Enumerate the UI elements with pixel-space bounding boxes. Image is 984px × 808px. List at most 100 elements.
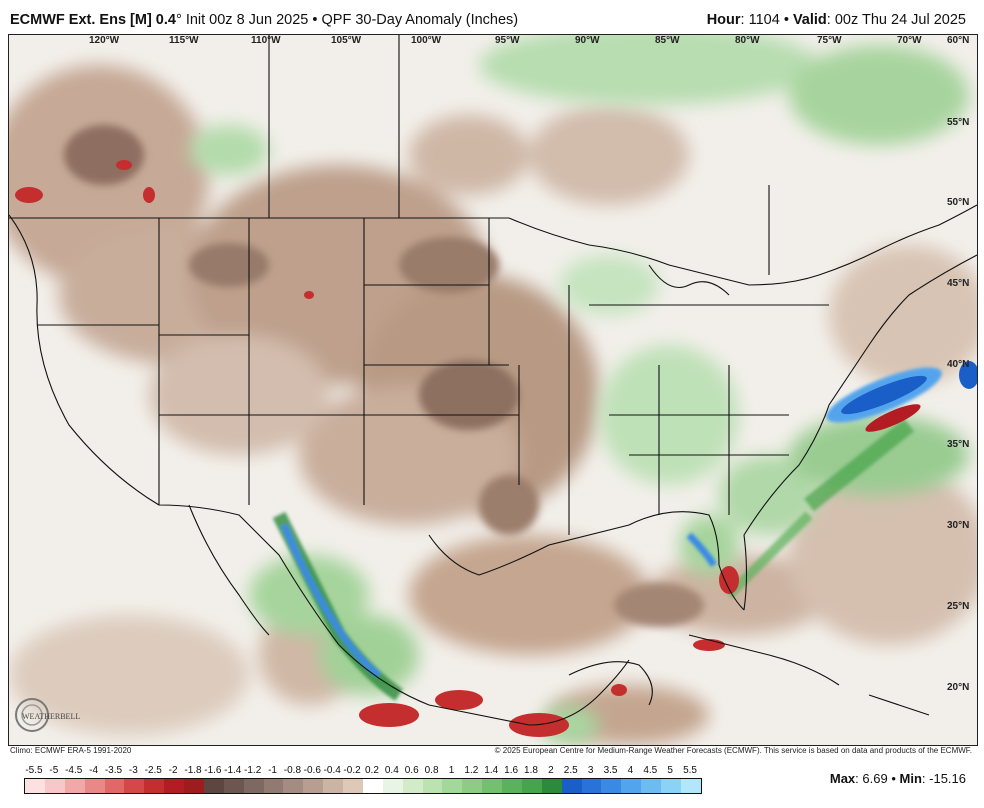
valid-value: : 00z Thu 24 Jul 2025 [826, 12, 966, 28]
colorbar-tick-label: -3 [128, 765, 138, 776]
colorbar-cell [641, 779, 661, 793]
coastlines-and-borders [9, 35, 977, 726]
colorbar-tick-label: 1.2 [464, 765, 479, 776]
colorbar-tick-label: -1.8 [184, 765, 202, 776]
colorbar-cell [422, 779, 443, 793]
title-separator: • [312, 12, 318, 28]
colorbar-cell [601, 779, 622, 793]
colorbar-cell [44, 779, 65, 793]
colorbar-tick-label: -5.5 [25, 765, 43, 776]
lon-label-75w: 75°W [817, 35, 842, 46]
lon-label-100w: 100°W [411, 35, 442, 46]
min-label: Min [899, 771, 922, 786]
colorbar-cell [124, 779, 145, 793]
max-label: Max [829, 771, 856, 786]
colorbar-tick-label: -4.5 [65, 765, 83, 776]
stats-separator: • [891, 771, 896, 786]
colorbar-tick-label: 4 [627, 765, 634, 776]
colorbar-tick-label: -0.6 [303, 765, 321, 776]
lon-label-80w: 80°W [735, 35, 760, 46]
colorbar-tick-label: 3.5 [603, 765, 618, 776]
lon-label-115w: 115°W [169, 35, 199, 46]
valid-label: Valid [792, 12, 827, 28]
colorbar-cell [25, 779, 45, 793]
max-min-stats: Max: 6.69 • Min: -15.16 [830, 771, 966, 786]
colorbar-tick-label: -5 [49, 765, 59, 776]
colorbar-cell [661, 779, 681, 793]
map-title: ECMWF Ext. Ens [M] 0.4° Init 00z 8 Jun 2… [10, 12, 518, 28]
product-name: QPF 30-Day Anomaly (Inches) [321, 12, 519, 28]
colorbar-cell [104, 779, 125, 793]
colorbar-cell [323, 779, 343, 793]
colorbar-cell [243, 779, 264, 793]
degree-symbol: ° [175, 12, 182, 28]
colorbar-tick-label: 0.6 [404, 765, 419, 776]
colorbar-tick-label: -2.5 [144, 765, 162, 776]
colorbar-tick-label: -0.2 [343, 765, 361, 776]
colorbar-tick-label: 1 [448, 765, 455, 776]
hour-value: : 1104 [740, 12, 780, 28]
colorbar-cell [402, 779, 423, 793]
colorbar-cell [541, 779, 562, 793]
colorbar-cell [84, 779, 105, 793]
lat-label-35n: 35°N [947, 439, 970, 450]
colorbar-tick-label: -0.8 [283, 765, 302, 776]
colorbar-cell [680, 779, 701, 793]
colorbar-cell [164, 779, 184, 793]
colorbar-tick-label: -1 [268, 765, 277, 776]
colorbar-cell [343, 779, 363, 793]
colorbar-cell [263, 779, 284, 793]
header: ECMWF Ext. Ens [M] 0.4° Init 00z 8 Jun 2… [0, 0, 984, 34]
lat-label-60n: 60°N [947, 35, 970, 46]
colorbar-cell [362, 779, 383, 793]
lat-label-40n: 40°N [947, 359, 970, 370]
lon-label-105w: 105°W [331, 35, 362, 46]
colorbar-cell [621, 779, 642, 793]
colorbar-cell [64, 779, 85, 793]
init-time: Init 00z 8 Jun 2025 [185, 12, 309, 28]
lat-label-50n: 50°N [947, 197, 970, 208]
colorbar-tick-label: 5 [667, 765, 673, 776]
lon-label-85w: 85°W [655, 35, 680, 46]
colorbar-cell [144, 779, 165, 793]
max-value: : 6.69 [855, 771, 888, 786]
colorbar-cell [482, 779, 502, 793]
colorbar-tick-label: 0.2 [364, 765, 379, 776]
weatherbell-logo: WEATHERBELL [15, 698, 80, 732]
climo-note: Climo: ECMWF ERA-5 1991-2020 [10, 746, 132, 755]
colorbar-tick-label: -0.4 [323, 765, 341, 776]
lat-label-20n: 20°N [947, 682, 970, 693]
colorbar-tick-label: -1.4 [224, 765, 242, 776]
colorbar-cell [303, 779, 324, 793]
colorbar [24, 778, 702, 794]
colorbar-tick-label: 1.8 [524, 765, 538, 776]
colorbar-tick-label: 0.4 [384, 765, 399, 776]
colorbar-tick-label: 2 [548, 765, 554, 776]
min-value: : -15.16 [921, 771, 966, 786]
colorbar-tick-label: -1.6 [204, 765, 222, 776]
colorbar-cell [502, 779, 522, 793]
colorbar-tick-label: 1.4 [484, 765, 499, 776]
lat-label-25n: 25°N [947, 601, 970, 612]
lon-label-95w: 95°W [495, 35, 520, 46]
copyright-note: © 2025 European Centre for Medium-Range … [494, 746, 972, 755]
lat-label-55n: 55°N [947, 117, 970, 128]
colorbar-tick-label: -1.2 [244, 765, 262, 776]
logo-text: WEATHERBELL [22, 712, 80, 721]
forecast-time: Hour: 1104 • Valid: 00z Thu 24 Jul 2025 [707, 12, 966, 28]
colorbar-tick-label: 1.6 [504, 765, 519, 776]
colorbar-tick-label: 2.5 [563, 765, 578, 776]
colorbar-cell [561, 779, 582, 793]
lon-label-90w: 90°W [575, 35, 600, 46]
colorbar-cell [382, 779, 403, 793]
colorbar-tick-label: 3 [587, 765, 594, 776]
colorbar-cell [283, 779, 304, 793]
colorbar-cell [581, 779, 602, 793]
lat-label-45n: 45°N [947, 278, 970, 289]
colorbar-tick-labels: -5.5 -5 -4.5 -4 -3.5 -3 -2.5 -2 -1.8 -1.6 -1.4 -1.2… [24, 765, 704, 777]
lat-label-30n: 30°N [947, 520, 970, 531]
colorbar-tick-label: 4.5 [643, 765, 658, 776]
time-separator: • [783, 12, 789, 28]
colorbar-cell [442, 779, 463, 793]
model-name: ECMWF Ext. Ens [M] 0.4 [10, 12, 176, 28]
